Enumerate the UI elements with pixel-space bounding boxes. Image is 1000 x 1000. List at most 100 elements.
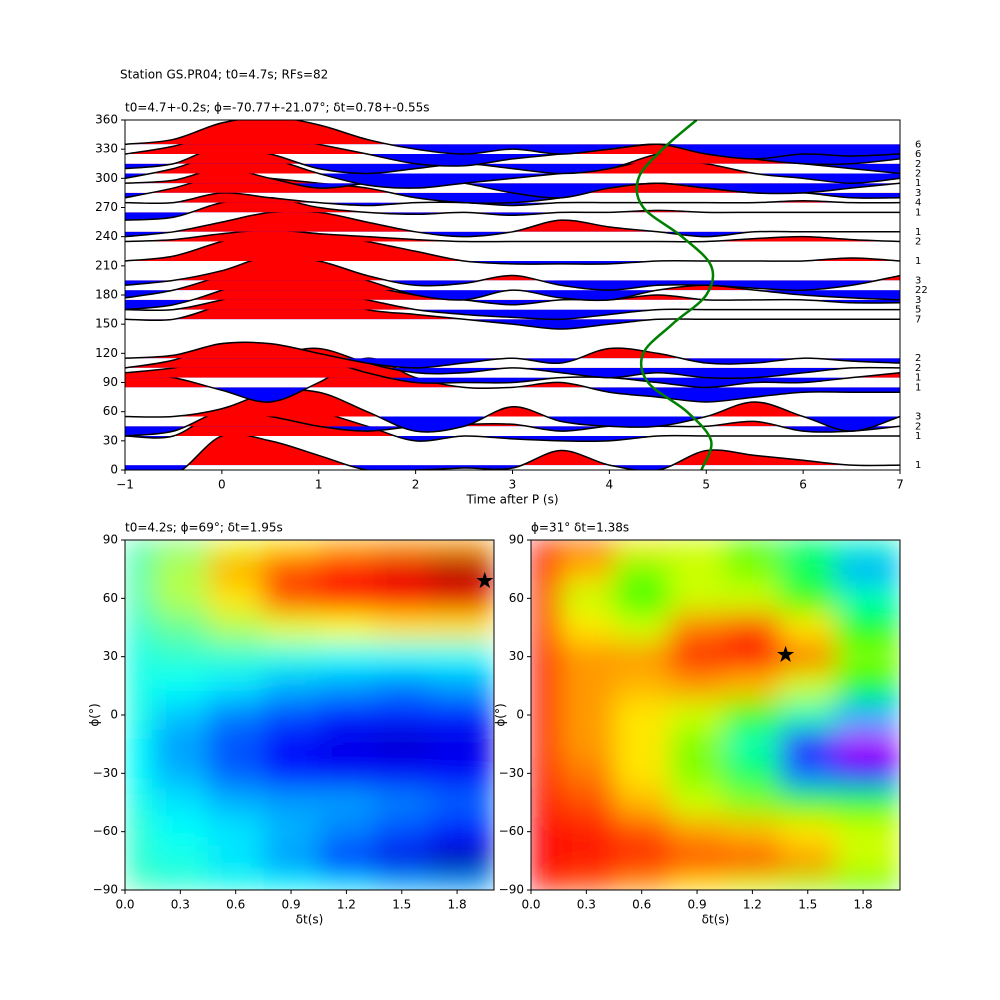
heat-cell xyxy=(208,540,264,556)
heat-cell xyxy=(614,817,670,847)
trace-line xyxy=(125,167,900,199)
heat-cell xyxy=(558,671,615,701)
y-tick-label: 240 xyxy=(95,229,118,243)
heat-cell xyxy=(780,787,836,818)
heat-cell xyxy=(724,554,781,585)
x-tick-label: 0.0 xyxy=(521,898,540,912)
heat-cell xyxy=(780,612,836,643)
heat-cell xyxy=(263,671,320,701)
trace-line xyxy=(125,341,900,369)
negative-fill xyxy=(125,202,900,206)
x-tick-label: 1.8 xyxy=(448,898,467,912)
axes-frame xyxy=(124,539,495,891)
y-axis-label: ϕ(°) xyxy=(494,703,508,726)
heat-cell xyxy=(835,540,900,556)
heatmap-cells xyxy=(531,540,900,890)
heat-cell xyxy=(558,729,615,760)
heat-cell xyxy=(724,758,781,789)
heat-cell xyxy=(374,612,430,643)
y-tick-label: 150 xyxy=(95,317,118,331)
negative-fill xyxy=(125,435,658,442)
y-tick-label: −60 xyxy=(499,824,524,838)
heat-cell xyxy=(780,817,836,847)
heat-cell xyxy=(531,554,560,585)
trace-line xyxy=(125,357,900,403)
heat-cell xyxy=(669,540,726,556)
x-axis-label: δt(s) xyxy=(296,913,324,927)
heat-cell xyxy=(152,554,209,585)
heat-cell xyxy=(835,846,900,876)
heat-cell xyxy=(669,729,726,760)
heat-cell xyxy=(152,729,209,760)
axes-title: ϕ=31° δt=1.38s xyxy=(531,521,629,535)
negative-fill xyxy=(125,173,900,189)
heat-cell xyxy=(374,729,430,760)
x-tick-label: 1.5 xyxy=(798,898,817,912)
heat-cell xyxy=(669,612,726,643)
y-tick-label: 360 xyxy=(95,113,118,127)
negative-fill xyxy=(125,416,900,432)
heat-cell xyxy=(531,846,560,876)
heat-cell xyxy=(669,787,726,818)
heat-cell xyxy=(614,671,670,701)
heat-cell xyxy=(318,787,375,818)
heat-cell xyxy=(263,787,320,818)
heat-cell xyxy=(125,612,154,643)
heat-cell xyxy=(724,700,781,731)
heat-cell xyxy=(208,787,264,818)
x-tick-label: 1 xyxy=(315,478,323,492)
trace-count: 22 xyxy=(915,285,928,296)
x-tick-label: 1.2 xyxy=(337,898,356,912)
heat-cell xyxy=(531,671,560,701)
heat-cell xyxy=(429,642,494,672)
axes-title: t0=4.7+-0.2s; ϕ=-70.77+-21.07°; δt=0.78+… xyxy=(125,101,429,115)
heat-cell xyxy=(318,612,375,643)
heat-cell xyxy=(318,700,375,731)
heat-cell xyxy=(152,846,209,876)
y-tick-label: 120 xyxy=(95,346,118,360)
trace-count: 3 xyxy=(915,295,921,306)
heat-cell xyxy=(835,758,900,789)
y-tick-label: −60 xyxy=(93,824,118,838)
positive-fill xyxy=(125,229,900,242)
heat-cell xyxy=(152,671,209,701)
x-tick-label: 4 xyxy=(606,478,614,492)
heat-cell xyxy=(374,583,430,614)
x-tick-label: 1.2 xyxy=(743,898,762,912)
trace-count: 6 xyxy=(915,139,921,150)
heat-cell xyxy=(208,642,264,672)
negative-fill xyxy=(125,290,900,301)
trace-count: 2 xyxy=(915,363,921,374)
heat-cell xyxy=(614,787,670,818)
figure-title: Station GS.PR04; t0=4.7s; RFs=82 xyxy=(120,68,328,82)
x-tick-label: 0.3 xyxy=(171,898,190,912)
x-tick-label: 7 xyxy=(896,478,904,492)
heat-cell xyxy=(780,554,836,585)
heat-cell xyxy=(669,700,726,731)
heat-cell xyxy=(614,846,670,876)
y-tick-label: 60 xyxy=(103,591,118,605)
heat-cell xyxy=(208,846,264,876)
heat-cell xyxy=(374,700,430,731)
negative-fill xyxy=(125,367,900,379)
trace-count: 1 xyxy=(915,431,921,442)
trace-count: 2 xyxy=(915,159,921,170)
heat-cell xyxy=(558,875,615,890)
positive-fill xyxy=(125,153,900,174)
x-tick-label: 0.6 xyxy=(226,898,245,912)
trace-count: 2 xyxy=(915,353,921,364)
heat-cell xyxy=(558,846,615,876)
heat-cell xyxy=(558,700,615,731)
heat-cell xyxy=(780,583,836,614)
heat-cell xyxy=(263,642,320,672)
axes-frame xyxy=(124,119,901,471)
heat-cell xyxy=(208,758,264,789)
heat-cell xyxy=(780,700,836,731)
x-tick-label: 3 xyxy=(509,478,517,492)
heat-cell xyxy=(614,700,670,731)
heat-cell xyxy=(558,612,615,643)
negative-fill xyxy=(125,309,658,320)
heat-cell xyxy=(429,875,494,890)
heat-cell xyxy=(780,846,836,876)
